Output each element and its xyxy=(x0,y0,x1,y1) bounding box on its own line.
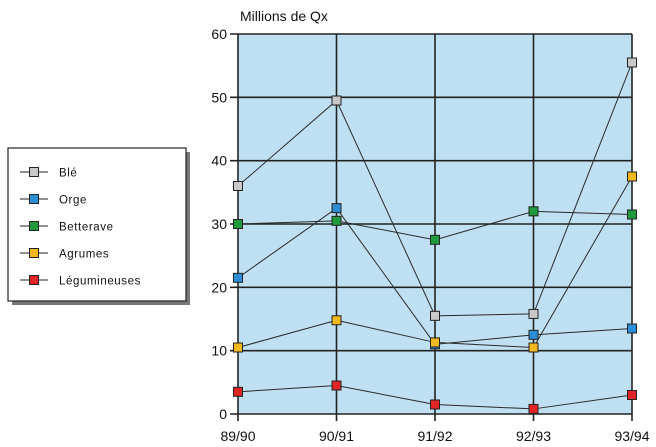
legend-swatch-3 xyxy=(29,248,39,258)
data-point-2-4 xyxy=(627,209,637,220)
y-tick-label: 10 xyxy=(211,343,227,359)
data-point-4-2 xyxy=(430,399,440,410)
legend-label-1: Orge xyxy=(59,195,87,207)
data-point-3-0 xyxy=(233,342,243,353)
data-point-2-0 xyxy=(233,219,243,229)
data-point-1-1 xyxy=(331,203,342,214)
legend: Blé Orge Betterave Agrumes Légumineuses xyxy=(7,147,190,305)
data-point-2-3 xyxy=(528,206,539,217)
data-point-3-1 xyxy=(331,315,342,326)
legend-label-2: Betterave xyxy=(59,222,114,234)
legend-swatch-4 xyxy=(29,275,39,285)
legend-label-3: Agrumes xyxy=(59,249,109,261)
data-point-3-3 xyxy=(528,342,539,353)
y-tick-label: 20 xyxy=(211,279,227,295)
data-point-0-3 xyxy=(528,308,539,319)
legend-swatch-1 xyxy=(29,194,39,204)
legend-label-0: Blé xyxy=(59,168,77,180)
y-tick-label: 30 xyxy=(211,216,227,232)
data-point-3-2 xyxy=(430,337,440,348)
data-point-1-4 xyxy=(627,323,637,334)
data-point-0-0 xyxy=(233,181,243,191)
data-point-0-4 xyxy=(627,57,637,68)
data-point-0-1 xyxy=(331,95,342,106)
data-point-4-1 xyxy=(331,380,342,391)
y-tick-label: 0 xyxy=(219,406,227,422)
data-point-2-1 xyxy=(331,215,342,226)
legend-label-4: Légumineuses xyxy=(59,276,141,288)
y-axis-label: Millions de Qx xyxy=(240,8,328,24)
data-point-3-4 xyxy=(627,171,637,182)
x-tick-label: 91/92 xyxy=(417,428,452,444)
data-point-1-3 xyxy=(528,329,539,340)
data-point-0-2 xyxy=(430,310,440,321)
y-tick-label: 50 xyxy=(211,89,227,105)
legend-swatch-2 xyxy=(29,221,39,231)
data-point-1-0 xyxy=(233,272,243,283)
data-point-4-0 xyxy=(233,386,243,397)
x-tick-label: 89/90 xyxy=(220,428,255,444)
x-tick-label: 90/91 xyxy=(319,428,354,444)
x-tick-label: 92/93 xyxy=(516,428,551,444)
data-point-4-4 xyxy=(627,390,637,400)
y-tick-label: 60 xyxy=(211,26,227,42)
x-tick-label: 93/94 xyxy=(614,428,649,444)
plot-area: 0 10 20 30 40 50 60 89/90 90/91 91/92 92/93 93/94 xyxy=(211,26,649,444)
data-point-2-2 xyxy=(430,234,440,245)
legend-swatch-0 xyxy=(29,167,39,177)
data-point-4-3 xyxy=(528,403,539,414)
y-tick-label: 40 xyxy=(211,153,227,169)
